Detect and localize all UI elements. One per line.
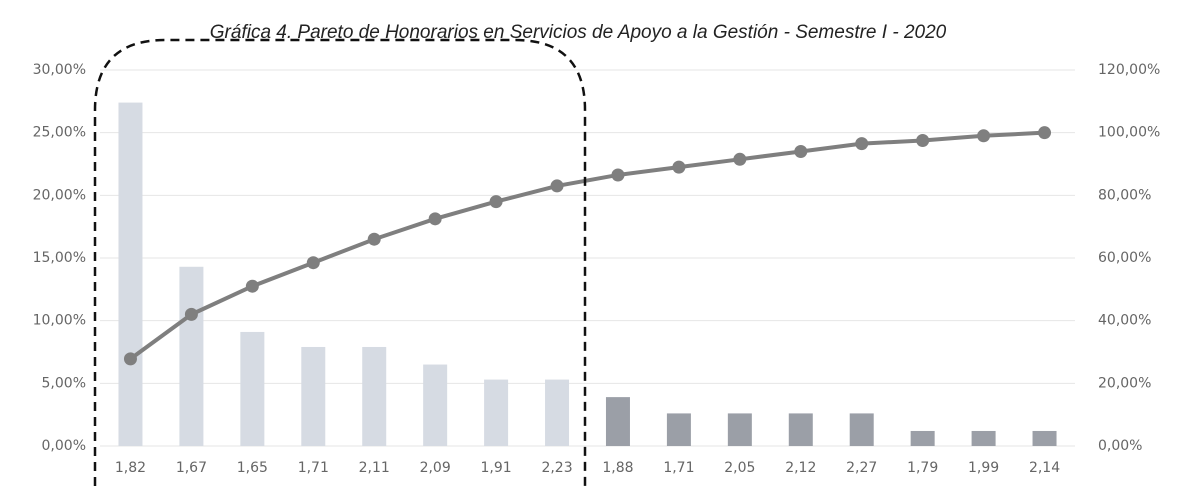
bar [910, 430, 935, 446]
line-point [306, 256, 320, 270]
line-point [428, 212, 442, 226]
x-tick-label: 2,27 [846, 460, 877, 476]
x-tick-label: 1,82 [115, 460, 146, 476]
bar [849, 413, 874, 446]
bar [605, 397, 630, 446]
x-tick-label: 2,12 [785, 460, 816, 476]
line-point [245, 279, 259, 293]
x-tick-label: 1,71 [298, 460, 329, 476]
x-tick-label: 2,09 [420, 460, 451, 476]
x-tick-label: 1,67 [176, 460, 207, 476]
line-point [672, 160, 686, 174]
line-point [916, 134, 930, 147]
bar [118, 102, 143, 446]
line-point [367, 232, 381, 246]
x-tick-label: 1,91 [481, 460, 512, 476]
y-tick-label: 10,00% [33, 313, 86, 329]
y-tick-label: 0,00% [42, 438, 86, 454]
bar [788, 413, 813, 446]
grid: 0,00% 5,00% 10,00% 15,00% 20,00% 25,00% 30,00%… [33, 62, 1161, 476]
bar [971, 430, 996, 446]
x-tick-label: 2,23 [541, 460, 572, 476]
line-point [184, 307, 198, 321]
line-point [855, 137, 869, 151]
bar [301, 346, 326, 446]
y-tick-label: 30,00% [33, 62, 86, 78]
bar [545, 379, 570, 446]
chart-title: Gráfica 4. Pareto de Honorarios en Servi… [210, 22, 947, 43]
line-point [794, 144, 808, 158]
y2-tick-label: 80,00% [1098, 187, 1151, 203]
x-tick-label: 2,05 [724, 460, 755, 476]
y2-tick-label: 0,00% [1098, 438, 1142, 454]
x-tick-label: 2,11 [359, 460, 390, 476]
line-point [733, 152, 747, 166]
y-tick-label: 5,00% [42, 375, 86, 391]
y2-tick-label: 60,00% [1098, 250, 1151, 266]
x-tick-label: 2,14 [1029, 460, 1060, 476]
line-point [1038, 126, 1052, 140]
y2-tick-label: 120,00% [1098, 62, 1160, 78]
line-point [123, 352, 137, 366]
y-tick-label: 15,00% [33, 250, 86, 266]
bar [1032, 430, 1057, 446]
line-point [611, 168, 625, 182]
line-point [550, 179, 564, 193]
bar [362, 346, 387, 446]
highlight-box [93, 38, 587, 486]
bar [423, 364, 448, 446]
bar [240, 331, 265, 446]
y2-tick-label: 40,00% [1098, 313, 1151, 329]
x-tick-label: 1,71 [663, 460, 694, 476]
y2-tick-label: 100,00% [1098, 125, 1160, 141]
x-tick-label: 1,79 [907, 460, 938, 476]
bar [484, 379, 509, 446]
line-point [977, 129, 991, 143]
x-tick-label: 1,88 [602, 460, 633, 476]
line [129, 130, 1045, 361]
bar [179, 266, 204, 446]
marks [118, 102, 1057, 446]
x-tick-label: 1,65 [237, 460, 268, 476]
y-tick-label: 20,00% [33, 187, 86, 203]
y-tick-label: 25,00% [33, 125, 86, 141]
bar [727, 413, 752, 446]
line-point [489, 195, 503, 209]
bar [666, 413, 691, 446]
x-tick-label: 1,99 [968, 460, 999, 476]
y2-tick-label: 20,00% [1098, 375, 1151, 391]
